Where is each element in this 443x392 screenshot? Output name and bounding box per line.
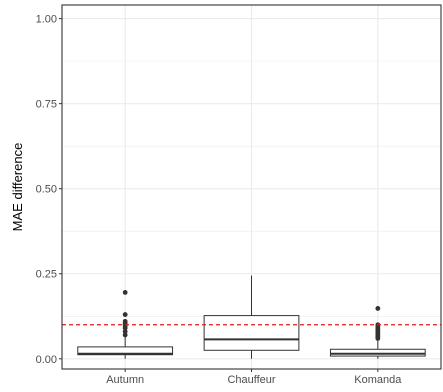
y-tick-label: 0.25 — [36, 269, 57, 281]
outlier-point — [122, 318, 128, 324]
outlier-point — [122, 290, 128, 295]
outlier-point — [122, 312, 128, 317]
y-tick-label: 0.00 — [36, 354, 57, 366]
outlier-point — [375, 306, 381, 311]
boxes — [77, 275, 426, 359]
box-autumn — [77, 290, 174, 359]
outlier-point — [122, 332, 128, 338]
x-axis: Autumn Chauffeur Komanda — [106, 369, 402, 386]
box-iqr — [203, 315, 300, 351]
box-iqr — [77, 346, 174, 356]
x-tick-label: Autumn — [106, 374, 144, 386]
box-chauffeur — [203, 275, 300, 359]
x-tick-label: Chauffeur — [227, 374, 275, 386]
y-tick-label: 0.75 — [36, 99, 57, 111]
y-tick-label: 1.00 — [36, 14, 57, 26]
x-tick-label: Komanda — [354, 374, 402, 386]
y-axis-title: MAE difference — [10, 143, 25, 232]
box-komanda — [329, 306, 426, 359]
outlier-point — [122, 329, 128, 334]
box-iqr — [329, 348, 426, 357]
y-tick-label: 0.50 — [36, 184, 57, 196]
y-axis: 0.00 0.25 0.50 0.75 1.00 — [36, 14, 62, 366]
